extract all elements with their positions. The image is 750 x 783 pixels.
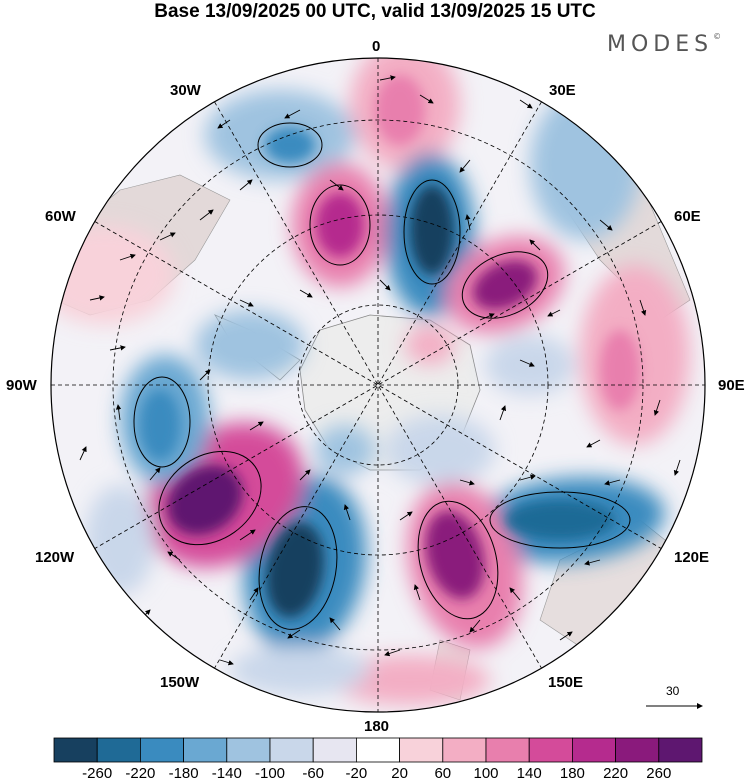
lon-label-120w: 120W: [35, 549, 75, 566]
colorbar-swatch: [485, 737, 530, 763]
colorbar: [53, 737, 703, 763]
colorbar-tick-label: 220: [603, 765, 629, 782]
colorbar-swatch: [139, 737, 184, 763]
colorbar-tick-label: -220: [125, 765, 156, 782]
lon-label-30w: 30W: [170, 82, 201, 99]
colorbar-swatch: [528, 737, 573, 763]
colorbar-swatch: [572, 737, 617, 763]
colorbar-tick-label: 140: [516, 765, 542, 782]
graticule: [51, 58, 705, 712]
colorbar-tick-label: 260: [646, 765, 672, 782]
colorbar-tick-label: -60: [302, 765, 325, 782]
lon-label-90w: 90W: [6, 377, 37, 394]
map-field: [51, 58, 705, 712]
colorbar-swatch: [183, 737, 228, 763]
colorbar-tick-label: -140: [211, 765, 242, 782]
map-title: Base 13/09/2025 00 UTC, valid 13/09/2025…: [154, 1, 596, 22]
colorbar-tick-label: -100: [254, 765, 286, 782]
colorbar-tick-label: 180: [559, 765, 585, 782]
lon-label-180: 180: [364, 718, 390, 735]
colorbar-swatch: [96, 737, 141, 763]
lon-label-150e: 150E: [548, 674, 584, 691]
colorbar-swatch: [399, 737, 444, 763]
colorbar-swatch: [53, 737, 98, 763]
colorbar-tick-label: 60: [434, 765, 452, 782]
lon-label-0: 0: [372, 38, 381, 55]
colorbar-tick-label: -180: [168, 765, 199, 782]
lon-label-60w: 60W: [45, 208, 76, 225]
colorbar-swatch: [269, 737, 314, 763]
lon-label-150w: 150W: [160, 674, 200, 691]
colorbar-swatch: [226, 737, 271, 763]
map-boundary: [50, 57, 706, 713]
colorbar-swatch: [658, 737, 703, 763]
lon-label-120e: 120E: [674, 549, 710, 566]
colorbar-tick-label: 20: [391, 765, 408, 782]
colorbar-tick-label: 100: [473, 765, 499, 782]
lon-label-60e: 60E: [674, 208, 701, 225]
colorbar-swatch: [355, 737, 400, 763]
anomaly-cores: [140, 75, 640, 618]
brand-logo: MODES©: [607, 32, 722, 57]
colorbar-tick-label: -260: [82, 765, 113, 782]
colorbar-swatch: [442, 737, 487, 763]
height-contours: [133, 122, 631, 630]
lon-label-30e: 30E: [549, 82, 576, 99]
lon-label-90e: 90E: [718, 377, 745, 394]
colorbar-swatch: [312, 737, 357, 763]
colorbar-tick-label: -20: [345, 765, 368, 782]
colorbar-swatch: [615, 737, 660, 763]
wind-reference-label: 30: [666, 684, 680, 698]
